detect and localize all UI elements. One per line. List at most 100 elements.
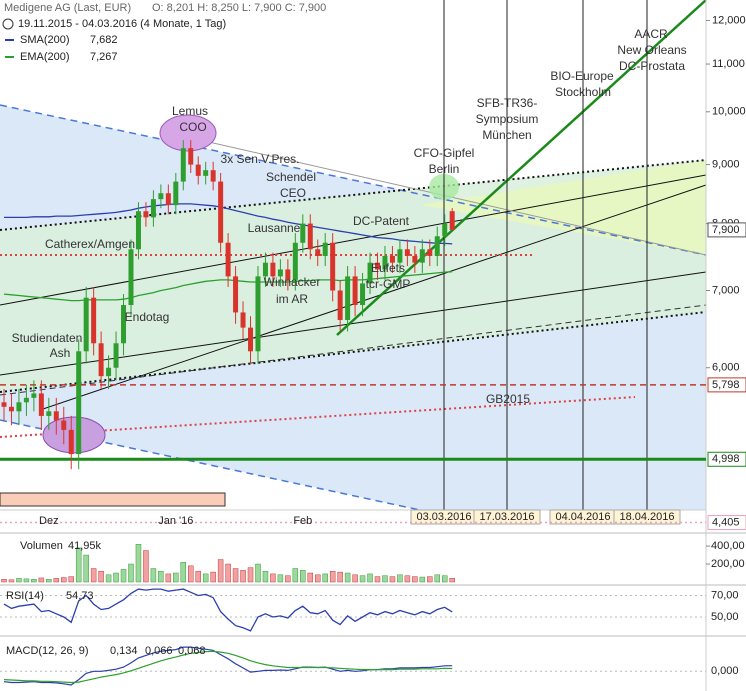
event-box (613, 509, 681, 525)
panel-readout: 0,134 (110, 645, 138, 657)
volume-bar (38, 577, 45, 583)
volume-bar (61, 577, 67, 583)
volume-bar (98, 570, 104, 583)
annotation: BIO-Europe (550, 69, 614, 83)
candle-body (218, 181, 224, 243)
candle-body (322, 242, 328, 256)
annotation: Lausanne (248, 221, 301, 235)
candle-body (23, 397, 29, 403)
annotation: Catherex/Amgen (45, 237, 135, 251)
legend-readout: 7,682 (90, 34, 118, 46)
volume-bar (165, 573, 172, 583)
y-tick-label: 400,00 (711, 540, 745, 552)
candle-body (31, 393, 37, 398)
event-box (473, 509, 541, 525)
volume-bar (113, 572, 119, 583)
candle-body (16, 402, 22, 412)
candle-body (113, 343, 119, 368)
annotation: im AR (276, 292, 308, 306)
candle-body (225, 242, 231, 277)
candle-body (345, 276, 351, 320)
volume-bar (75, 547, 82, 583)
annotation: Endotag (125, 310, 170, 324)
panel-readout: 54,73 (66, 590, 94, 602)
volume-bar (262, 570, 269, 583)
volume-bar (180, 561, 187, 583)
volume-bar (217, 559, 224, 583)
candle-body (419, 249, 425, 263)
y-tick-label: 9,000 (712, 158, 740, 170)
annotation: Schendel (266, 170, 316, 184)
candle-body (337, 290, 343, 320)
candle-body (262, 262, 268, 277)
volume-bar (419, 576, 426, 583)
panel-readout: 0,068 (178, 645, 206, 657)
volume-bar (120, 569, 127, 583)
volume-bar (225, 563, 231, 583)
annotation: München (482, 128, 531, 142)
annotation: CEO (280, 186, 306, 200)
candle-body (210, 170, 216, 182)
event-date: 03.03.2016 (416, 511, 471, 523)
x-tick-label: Dez (39, 515, 59, 527)
volume-bar (135, 544, 142, 583)
candle-body (427, 249, 433, 256)
panel-title: RSI(14) (6, 590, 44, 602)
volume-bar (202, 573, 209, 583)
volume-bar (427, 576, 433, 583)
candle-body (449, 211, 455, 230)
volume-bar (397, 574, 403, 583)
annotation: DC-Prostata (619, 59, 685, 73)
candle-body (277, 269, 283, 277)
price-box (707, 515, 746, 531)
clock-icon (2, 18, 14, 30)
annotation: Studiendaten (12, 331, 83, 345)
volume-bar (83, 554, 89, 583)
candle-body (315, 249, 321, 256)
volume-bar (68, 576, 74, 583)
volume-bar (158, 570, 164, 583)
candle-body (404, 249, 410, 256)
candle-body (98, 343, 104, 377)
price-label: 7,900 (712, 224, 740, 236)
candle-body (68, 429, 74, 455)
volume-bar (292, 568, 299, 583)
volume-bar (337, 571, 343, 583)
candle-body (143, 211, 149, 218)
candle-body (382, 255, 388, 270)
volume-bar (90, 568, 97, 583)
candle-body (173, 181, 179, 206)
volume-bar (434, 574, 441, 583)
volume-bar (277, 574, 284, 583)
price-label: 5,798 (712, 379, 740, 391)
price-label: 4,998 (712, 453, 740, 465)
candle-body (397, 249, 403, 263)
annotation: SFB-TR36- (477, 96, 538, 110)
trend-line (0, 304, 707, 396)
candle-body (203, 170, 209, 176)
volume-bar (389, 576, 396, 583)
candle-body (61, 420, 67, 430)
candle-body (375, 262, 380, 270)
candle-body (389, 255, 395, 263)
wedge-area (420, 160, 706, 255)
volume-bar (352, 574, 358, 583)
panel-title: Volumen (20, 540, 63, 552)
trend-line (0, 174, 707, 306)
legend-name: SMA(200) (20, 34, 70, 46)
volume-bar (188, 565, 194, 583)
price-box (707, 377, 746, 393)
panel-title: MACD(12, 26, 9) (6, 645, 89, 657)
candle-body (121, 305, 127, 344)
annotation: Lemus (172, 104, 208, 118)
candle-body (285, 269, 291, 280)
volume-bar (247, 567, 254, 583)
candle-body (255, 276, 261, 352)
volume-bar (8, 579, 15, 583)
volume-bar (329, 570, 336, 583)
panel-readout: 0,066 (145, 645, 173, 657)
y-tick-label: 6,000 (712, 362, 740, 374)
candle-body (307, 223, 313, 250)
candle-body (8, 406, 14, 412)
legend-readout: 7,267 (90, 51, 118, 63)
